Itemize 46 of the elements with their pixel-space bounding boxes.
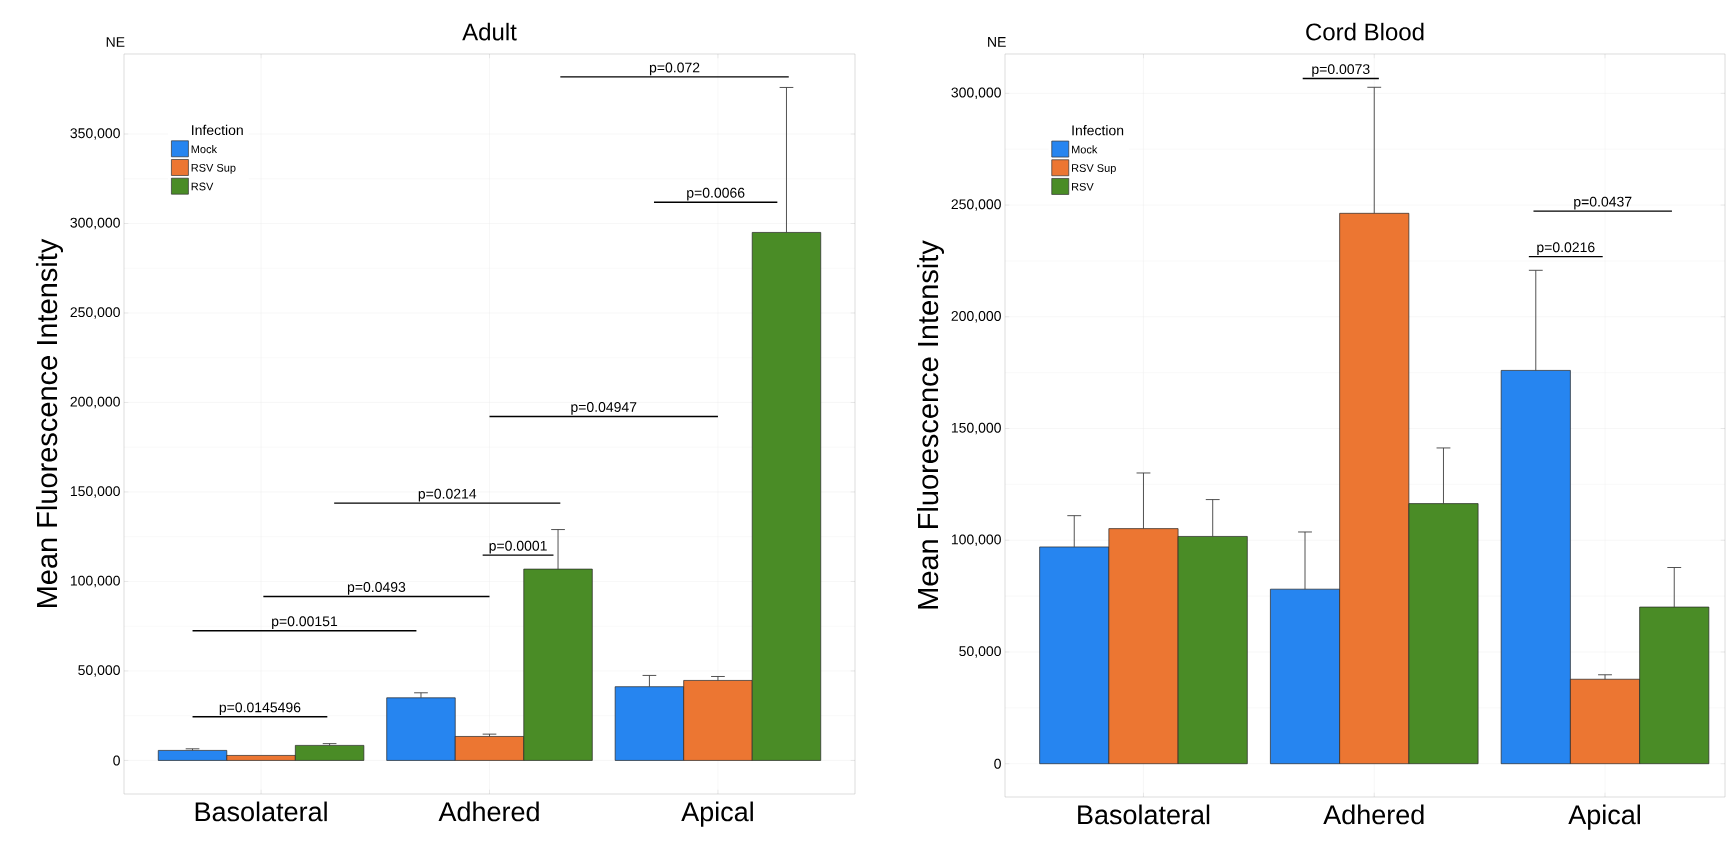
chart-title: Adult [462,22,517,41]
annotation: p=0.0073 [1312,64,1370,77]
legend-label: Mock [191,145,218,154]
annotation: p=0.04947 [571,402,637,415]
y-tick-label: 250,000 [70,307,120,319]
legend-title: Infection [192,124,243,136]
y-tick-label: 200,000 [951,310,1001,323]
annotation: p=0.0493 [347,582,406,595]
y-tick-label: 50,000 [78,665,120,677]
x-tick-label: Adhered [1323,804,1424,825]
annotation: p=0.00151 [272,616,338,629]
legend-label: RSV [191,182,214,191]
legend-label: RSV Sup [1072,164,1116,175]
y-axis-title: Mean Fluorescence Intensity [35,238,63,607]
y-tick-label: 300,000 [951,87,1001,100]
annotation: p=0.0216 [1537,242,1595,255]
x-tick-label: Basolateral [1078,804,1210,825]
annotation: p=0.0066 [687,187,745,201]
y-tick-label: 100,000 [951,534,1001,547]
x-tick-label: Adhered [438,801,539,822]
x-tick-label: Apical [1568,804,1640,830]
x-tick-label: Basolateral [195,801,327,822]
annotation: p=0.072 [649,62,700,76]
legend-label: RSV [1072,182,1094,191]
y-tick-label: 0 [994,758,1001,769]
y-tick-label: 300,000 [70,217,120,230]
y-tick-label: 100,000 [70,575,120,588]
y-tick-label: 150,000 [70,486,120,498]
y-tick-label: 350,000 [70,128,120,140]
y-axis-title: Mean Fluorescence Intensity [916,240,945,609]
y-tick-label: 0 [113,755,120,766]
legend-label: Mock [1072,145,1098,154]
chart-subtitle: NE [106,37,125,47]
x-tick-label: Apical [681,801,753,827]
annotation: p=0.0001 [489,540,547,554]
y-tick-label: 250,000 [951,199,1001,211]
chart-title: Cord Blood [1306,22,1424,41]
legend-title: Infection [1072,125,1124,136]
y-tick-label: 200,000 [70,396,120,409]
y-tick-label: 150,000 [951,422,1001,435]
annotation: p=0.0214 [418,488,477,502]
annotation: p=0.0437 [1574,196,1632,210]
y-tick-label: 50,000 [959,646,1001,658]
legend-label: RSV Sup [191,163,236,174]
annotation: p=0.0145496 [219,702,301,716]
chart-subtitle: NE [988,37,1006,47]
